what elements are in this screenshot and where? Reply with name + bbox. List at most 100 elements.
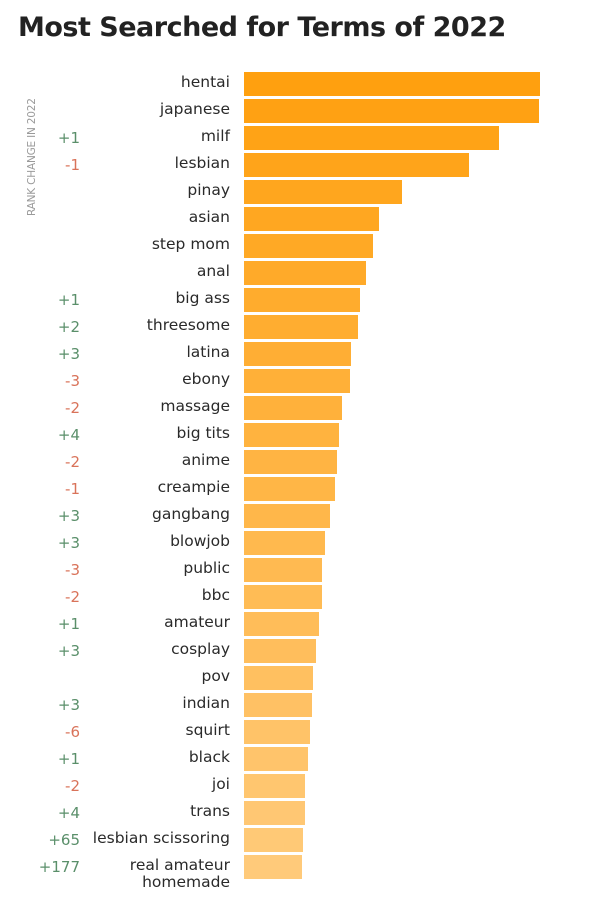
category-label: big ass xyxy=(175,289,230,307)
category-label: milf xyxy=(200,127,230,145)
category-label: creampie xyxy=(157,478,230,496)
bar xyxy=(244,585,323,609)
rank-change-label: -6 xyxy=(65,723,80,741)
rank-change-label: -2 xyxy=(65,453,80,471)
bar xyxy=(244,801,305,825)
bar-row: +3 blowjob xyxy=(0,531,606,558)
category-label: pov xyxy=(201,667,231,685)
bar xyxy=(244,72,540,96)
bar xyxy=(244,423,340,447)
rank-change-label: +4 xyxy=(57,426,80,444)
rank-change-label: +4 xyxy=(57,804,80,822)
bar-row: japanese xyxy=(0,99,606,126)
category-label: squirt xyxy=(185,721,231,739)
rank-change-label: -1 xyxy=(65,480,80,498)
category-label: big tits xyxy=(176,424,230,442)
bar xyxy=(244,774,305,798)
category-label: threesome xyxy=(146,316,230,334)
bar-row: +1 black xyxy=(0,747,606,774)
bar-row: hentai xyxy=(0,72,606,99)
category-label: massage xyxy=(160,397,230,415)
bar xyxy=(244,369,350,393)
bar-row: -2 bbc xyxy=(0,585,606,612)
category-label: asian xyxy=(188,208,230,226)
bar-row: pinay xyxy=(0,180,606,207)
bar xyxy=(244,639,316,663)
rank-change-label: -2 xyxy=(65,399,80,417)
bar-row: -3 ebony xyxy=(0,369,606,396)
rank-change-label: +3 xyxy=(57,534,80,552)
bar-row: -2 joi xyxy=(0,774,606,801)
category-label: lesbian xyxy=(174,154,230,172)
category-label: anal xyxy=(196,262,230,280)
rank-change-label: +1 xyxy=(57,615,80,633)
rank-change-label: -1 xyxy=(65,156,80,174)
bar xyxy=(244,261,366,285)
bar xyxy=(244,126,499,150)
rank-change-label: -3 xyxy=(65,561,80,579)
bar xyxy=(244,720,310,744)
bar xyxy=(244,315,358,339)
bar-row: +4 big tits xyxy=(0,423,606,450)
bar-row: +1 milf xyxy=(0,126,606,153)
bar xyxy=(244,342,351,366)
bar xyxy=(244,180,403,204)
bar-row: +3 cosplay xyxy=(0,639,606,666)
bar xyxy=(244,99,540,123)
category-label: joi xyxy=(211,775,230,793)
bar xyxy=(244,666,313,690)
bar-row: +177 real amateur homemade xyxy=(0,855,606,891)
rank-change-label: +177 xyxy=(38,858,80,876)
bar xyxy=(244,558,323,582)
bar-row: +2 threesome xyxy=(0,315,606,342)
category-label: black xyxy=(188,748,230,766)
bar xyxy=(244,234,374,258)
category-label: ebony xyxy=(182,370,230,388)
category-label: lesbian scissoring xyxy=(92,829,230,847)
category-label: japanese xyxy=(159,100,230,118)
rank-change-label: -2 xyxy=(65,588,80,606)
rank-change-label: +3 xyxy=(57,345,80,363)
bar-row: +3 gangbang xyxy=(0,504,606,531)
rank-change-label: +3 xyxy=(57,642,80,660)
bar-row: -2 anime xyxy=(0,450,606,477)
bar xyxy=(244,612,319,636)
bar xyxy=(244,855,303,879)
category-label: trans xyxy=(190,802,230,820)
bar xyxy=(244,288,361,312)
rank-change-label: +65 xyxy=(48,831,80,849)
category-label: cosplay xyxy=(171,640,230,658)
bar-row: +1 big ass xyxy=(0,288,606,315)
rank-change-label: +2 xyxy=(57,318,80,336)
bar xyxy=(244,207,379,231)
rank-change-label: +3 xyxy=(57,507,80,525)
bar-row: pov xyxy=(0,666,606,693)
rank-change-label: +1 xyxy=(57,750,80,768)
category-label: public xyxy=(183,559,230,577)
category-label: step mom xyxy=(151,235,230,253)
rank-change-label: -2 xyxy=(65,777,80,795)
bar xyxy=(244,396,342,420)
bar-row: -6 squirt xyxy=(0,720,606,747)
category-label: latina xyxy=(186,343,230,361)
bar-row: step mom xyxy=(0,234,606,261)
category-label: amateur xyxy=(164,613,230,631)
bar xyxy=(244,693,312,717)
bar xyxy=(244,477,335,501)
category-label: anime xyxy=(181,451,230,469)
bar-row: -3 public xyxy=(0,558,606,585)
bar xyxy=(244,153,469,177)
bar-row: -1 lesbian xyxy=(0,153,606,180)
bar-row: asian xyxy=(0,207,606,234)
rank-change-label: +1 xyxy=(57,129,80,147)
bar-row: +3 indian xyxy=(0,693,606,720)
bar xyxy=(244,450,337,474)
chart-title: Most Searched for Terms of 2022 xyxy=(18,12,506,43)
rank-change-label: -3 xyxy=(65,372,80,390)
category-label: blowjob xyxy=(170,532,230,550)
bar xyxy=(244,504,331,528)
bar xyxy=(244,531,326,555)
bar xyxy=(244,828,303,852)
bar-row: +65 lesbian scissoring xyxy=(0,828,606,855)
